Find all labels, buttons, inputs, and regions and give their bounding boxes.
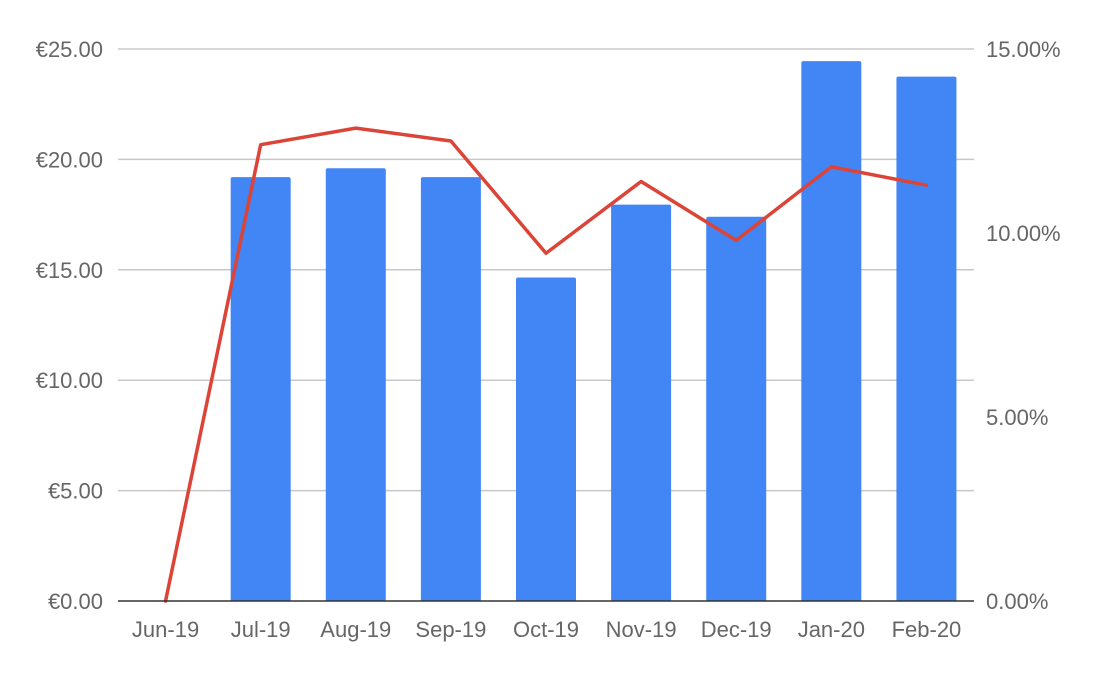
x-tick-label: Nov-19 (606, 617, 677, 642)
bar (896, 76, 957, 602)
left-tick-label: €25.00 (36, 37, 103, 62)
x-tick-label: Feb-20 (892, 617, 962, 642)
bar (801, 61, 862, 602)
bar (230, 177, 291, 601)
x-tick-label: Oct-19 (513, 617, 579, 642)
line-series (163, 126, 929, 603)
x-tick-label: Jun-19 (132, 617, 199, 642)
bar (706, 216, 767, 602)
bar (516, 277, 576, 601)
right-tick-label: 5.00% (986, 405, 1048, 430)
right-axis: 0.00% 5.00% 10.00% 15.00% (986, 37, 1061, 614)
bar (611, 204, 672, 601)
x-tick-label: Sep-19 (415, 617, 486, 642)
left-tick-label: €10.00 (36, 368, 103, 393)
right-tick-label: 0.00% (986, 589, 1048, 614)
x-tick-label: Aug-19 (320, 617, 391, 642)
x-axis: Jun-19 Jul-19 Aug-19 Sep-19 Oct-19 Nov-19 Dec-… (118, 600, 974, 642)
line-series-path (163, 126, 929, 603)
x-tick-label: Jan-20 (798, 617, 865, 642)
left-tick-label: €15.00 (36, 258, 103, 283)
left-tick-label: €20.00 (36, 147, 103, 172)
right-tick-label: 15.00% (986, 37, 1061, 62)
bar-series (230, 61, 957, 602)
x-tick-label: Jul-19 (231, 617, 291, 642)
x-tick-label: Dec-19 (701, 617, 772, 642)
right-tick-label: 10.00% (986, 221, 1061, 246)
left-tick-label: €0.00 (48, 589, 103, 614)
left-tick-label: €5.00 (48, 479, 103, 504)
left-axis: €0.00 €5.00 €10.00 €15.00 €20.00 €25.00 (36, 37, 103, 614)
bar (420, 177, 481, 601)
bar (325, 168, 386, 601)
